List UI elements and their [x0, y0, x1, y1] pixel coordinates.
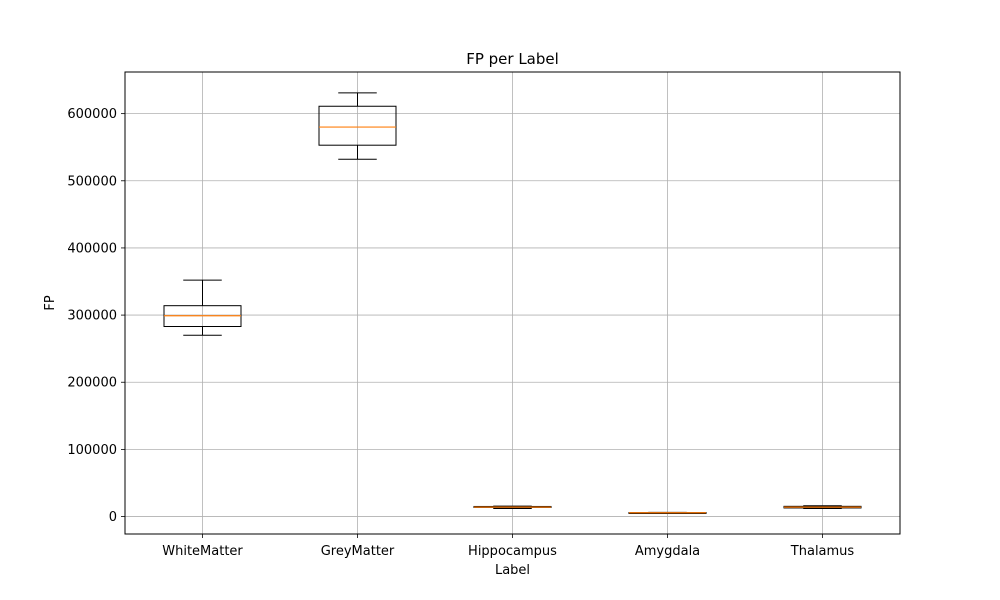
box-amygdala: [628, 511, 707, 515]
y-axis-label: FP: [43, 295, 58, 310]
y-axis-ticks: 0 100000 200000 300000 400000 500000 600000: [67, 107, 125, 525]
x-tick-label: Amygdala: [635, 544, 700, 559]
box-whitematter: [163, 279, 242, 336]
box-group: [163, 92, 862, 515]
y-tick-label: 0: [109, 510, 117, 525]
y-tick-label: 100000: [67, 443, 117, 458]
y-tick-label: 300000: [67, 309, 117, 324]
box-greymatter: [318, 92, 397, 160]
box-hippocampus: [473, 505, 552, 509]
y-tick-label: 500000: [67, 174, 117, 189]
y-tick-label: 400000: [67, 241, 117, 256]
y-tick-label: 600000: [67, 107, 117, 122]
chart-title: FP per Label: [466, 50, 559, 68]
grid-lines: [125, 72, 900, 534]
x-axis-ticks: WhiteMatter GreyMatter Hippocampus Amygdala…: [162, 534, 854, 559]
x-tick-label: Thalamus: [790, 544, 855, 559]
box-thalamus: [783, 505, 862, 509]
box-iqr: [318, 105, 397, 146]
y-tick-label: 200000: [67, 376, 117, 391]
x-tick-label: Hippocampus: [468, 544, 557, 559]
x-axis-label: Label: [495, 563, 530, 578]
x-tick-label: WhiteMatter: [162, 544, 243, 559]
x-tick-label: GreyMatter: [321, 544, 395, 559]
